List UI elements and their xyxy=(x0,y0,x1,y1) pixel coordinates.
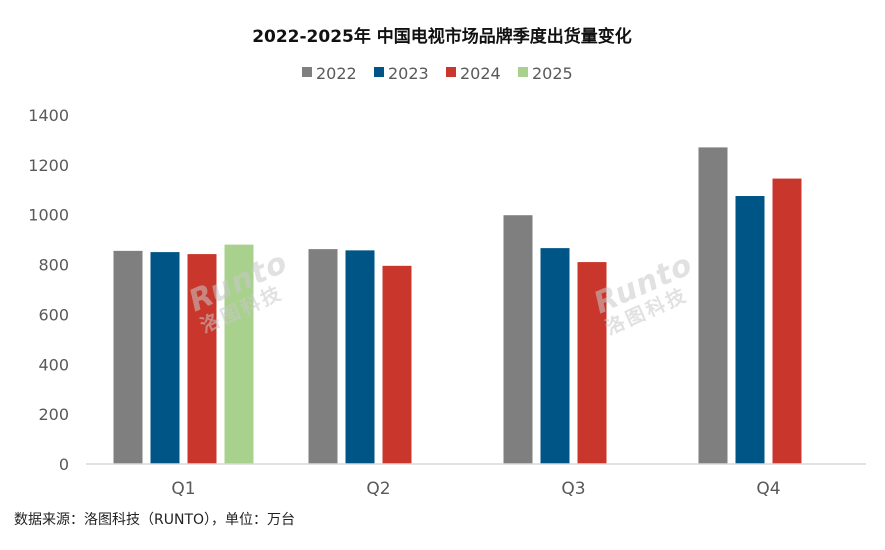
y-tick-label: 400 xyxy=(38,355,69,374)
legend-label: 2024 xyxy=(460,64,501,83)
legend-swatch xyxy=(374,67,384,77)
y-tick-label: 1000 xyxy=(28,206,69,225)
x-tick-label: Q3 xyxy=(561,479,585,499)
legend-label: 2023 xyxy=(388,64,429,83)
legend: 2022 2023 2024 2025 xyxy=(302,64,573,83)
bar-q1-2025 xyxy=(224,244,254,464)
y-tick-label: 200 xyxy=(38,405,69,424)
bar-q1-2024 xyxy=(187,254,217,464)
y-tick-label: 800 xyxy=(38,256,69,275)
x-axis: Q1 Q2 Q3 Q4 xyxy=(171,479,780,499)
bar-q2-2023 xyxy=(345,250,375,464)
bar-q3-2024 xyxy=(577,262,607,464)
bar-q1-2023 xyxy=(150,252,180,464)
bar-q2-2024 xyxy=(382,265,412,464)
bar-q3-2023 xyxy=(540,248,570,464)
bar-q2-2022 xyxy=(308,249,338,464)
bar-q4-2023 xyxy=(735,196,765,464)
legend-label: 2025 xyxy=(532,64,573,83)
legend-swatch xyxy=(518,67,528,77)
y-tick-label: 600 xyxy=(38,305,69,324)
legend-swatch xyxy=(446,67,456,77)
y-axis: 0 200 400 600 800 1000 1200 1400 xyxy=(28,106,69,474)
x-tick-label: Q4 xyxy=(756,479,780,499)
legend-swatch xyxy=(302,67,312,77)
y-tick-label: 0 xyxy=(59,455,69,474)
bar-q3-2022 xyxy=(503,215,533,464)
bar-q4-2022 xyxy=(698,147,728,464)
chart-title: 2022-2025年 中国电视市场品牌季度出货量变化 xyxy=(252,26,632,47)
bar-q1-2022 xyxy=(113,250,143,464)
legend-label: 2022 xyxy=(316,64,357,83)
source-note: 数据来源：洛图科技（RUNTO），单位：万台 xyxy=(14,512,296,528)
x-tick-label: Q1 xyxy=(171,479,195,499)
x-tick-label: Q2 xyxy=(366,479,390,499)
y-tick-label: 1400 xyxy=(28,106,69,125)
y-tick-label: 1200 xyxy=(28,156,69,175)
bars xyxy=(113,147,802,464)
bar-q4-2024 xyxy=(772,178,802,464)
